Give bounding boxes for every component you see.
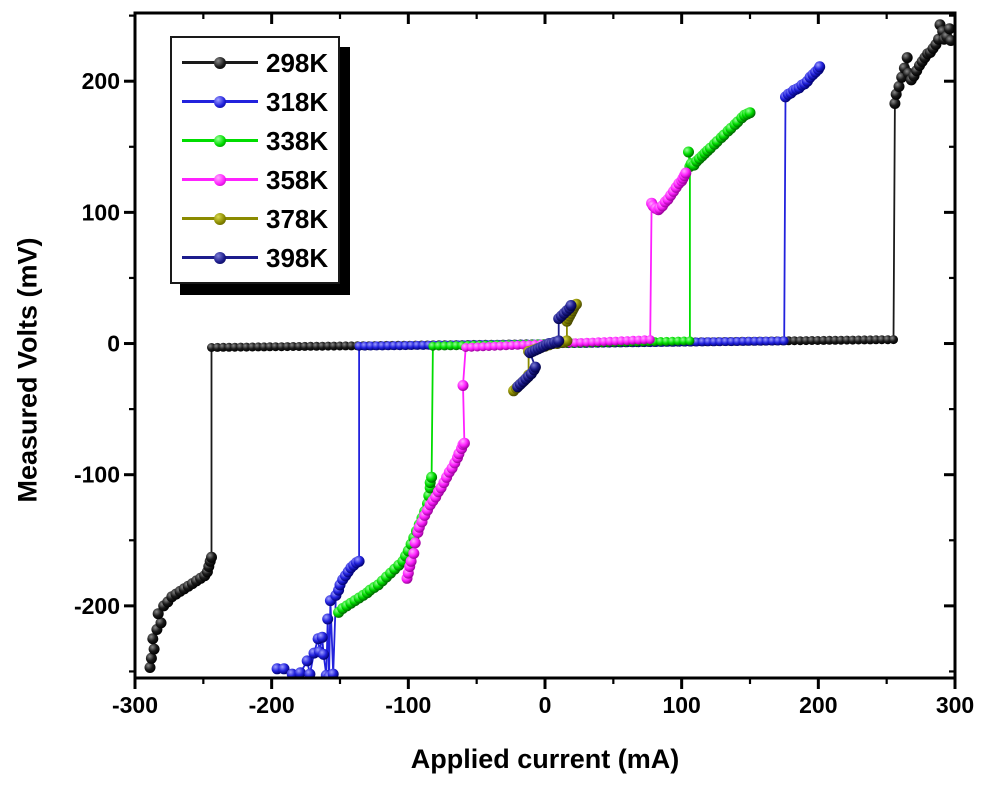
data-point bbox=[683, 146, 694, 158]
x-tick-label: -200 bbox=[249, 692, 295, 718]
series-318k bbox=[271, 61, 826, 678]
data-point bbox=[327, 668, 339, 678]
series-398k bbox=[512, 300, 577, 393]
data-point bbox=[889, 335, 898, 345]
legend-symbol-358k bbox=[182, 173, 258, 186]
data-point bbox=[529, 361, 541, 373]
axis-ticks bbox=[124, 13, 957, 689]
legend-symbol-398k bbox=[182, 251, 258, 264]
legend-item-398k: 398K bbox=[182, 238, 328, 277]
legend-symbol-298k bbox=[182, 56, 258, 69]
data-point bbox=[426, 471, 438, 483]
y-tick-label: -200 bbox=[74, 593, 120, 619]
x-tick-label: 300 bbox=[936, 692, 974, 718]
data-point bbox=[458, 437, 470, 449]
data-point bbox=[144, 662, 156, 673]
legend-ball-icon bbox=[214, 57, 226, 69]
data-point bbox=[901, 52, 913, 64]
data-point bbox=[155, 617, 167, 629]
series-line-358k bbox=[406, 172, 687, 579]
data-point bbox=[645, 335, 655, 345]
data-point bbox=[457, 380, 469, 391]
data-point bbox=[779, 336, 789, 346]
data-point bbox=[889, 98, 901, 109]
legend-symbol-338k bbox=[182, 134, 258, 147]
data-point bbox=[893, 81, 905, 92]
data-point bbox=[944, 23, 955, 35]
y-tick-label: 100 bbox=[82, 199, 120, 225]
x-tick-label: -100 bbox=[385, 692, 431, 718]
data-point bbox=[152, 608, 164, 620]
data-point bbox=[145, 652, 157, 664]
data-point bbox=[553, 335, 565, 347]
data-point bbox=[409, 537, 421, 549]
data-point bbox=[301, 655, 313, 667]
legend-symbol-318k bbox=[182, 95, 258, 108]
legend-label: 318K bbox=[266, 86, 329, 117]
data-point bbox=[685, 336, 695, 346]
legend: 298K 318K 338K 358K 378K 398K bbox=[170, 36, 341, 284]
data-point bbox=[945, 35, 955, 46]
x-tick-label: 100 bbox=[662, 692, 700, 718]
data-point bbox=[353, 555, 365, 567]
x-axis-title: Applied current (mA) bbox=[410, 744, 680, 774]
legend-item-338k: 338K bbox=[182, 121, 328, 160]
series-line-318k bbox=[277, 66, 821, 677]
legend-item-298k: 298K bbox=[182, 43, 328, 82]
legend-ball-icon bbox=[214, 135, 226, 147]
data-point bbox=[408, 547, 420, 559]
data-point bbox=[147, 633, 159, 645]
legend-ball-icon bbox=[214, 213, 226, 225]
series-338k bbox=[333, 107, 756, 618]
legend-label: 338K bbox=[266, 125, 329, 156]
data-point bbox=[744, 107, 756, 119]
legend-label: 358K bbox=[266, 164, 329, 195]
data-point bbox=[565, 300, 577, 311]
data-point bbox=[206, 551, 217, 563]
data-point bbox=[278, 663, 290, 675]
legend-item-378k: 378K bbox=[182, 199, 328, 238]
legend-label: 378K bbox=[266, 203, 329, 234]
data-point bbox=[316, 631, 328, 643]
axis-tick-labels: -300 -200 -100 0 100 200 300 -200 -100 0 100 200 bbox=[74, 68, 974, 718]
y-tick-label: 200 bbox=[82, 68, 120, 94]
legend-symbol-378k bbox=[182, 212, 258, 225]
data-point bbox=[294, 667, 306, 678]
legend-label: 298K bbox=[266, 47, 329, 78]
data-point bbox=[814, 61, 826, 73]
data-point bbox=[148, 643, 160, 655]
data-point bbox=[286, 668, 298, 678]
legend-label: 398K bbox=[266, 242, 329, 273]
y-tick-label: 0 bbox=[107, 331, 120, 357]
series-358k bbox=[401, 167, 692, 584]
data-point bbox=[680, 167, 692, 179]
x-tick-label: -300 bbox=[112, 692, 158, 718]
legend-ball-icon bbox=[214, 174, 226, 186]
x-tick-label: 200 bbox=[799, 692, 837, 718]
data-point bbox=[304, 668, 316, 678]
x-tick-label: 0 bbox=[539, 692, 552, 718]
y-axis-title: Measured Volts (mV) bbox=[12, 237, 43, 503]
data-point bbox=[561, 335, 573, 347]
data-point bbox=[318, 648, 330, 660]
legend-item-318k: 318K bbox=[182, 82, 328, 121]
legend-ball-icon bbox=[214, 252, 226, 264]
legend-ball-icon bbox=[214, 96, 226, 108]
y-tick-label: -100 bbox=[74, 462, 120, 488]
legend-item-358k: 358K bbox=[182, 160, 328, 199]
data-point bbox=[322, 613, 334, 625]
series-line-338k bbox=[337, 111, 751, 614]
